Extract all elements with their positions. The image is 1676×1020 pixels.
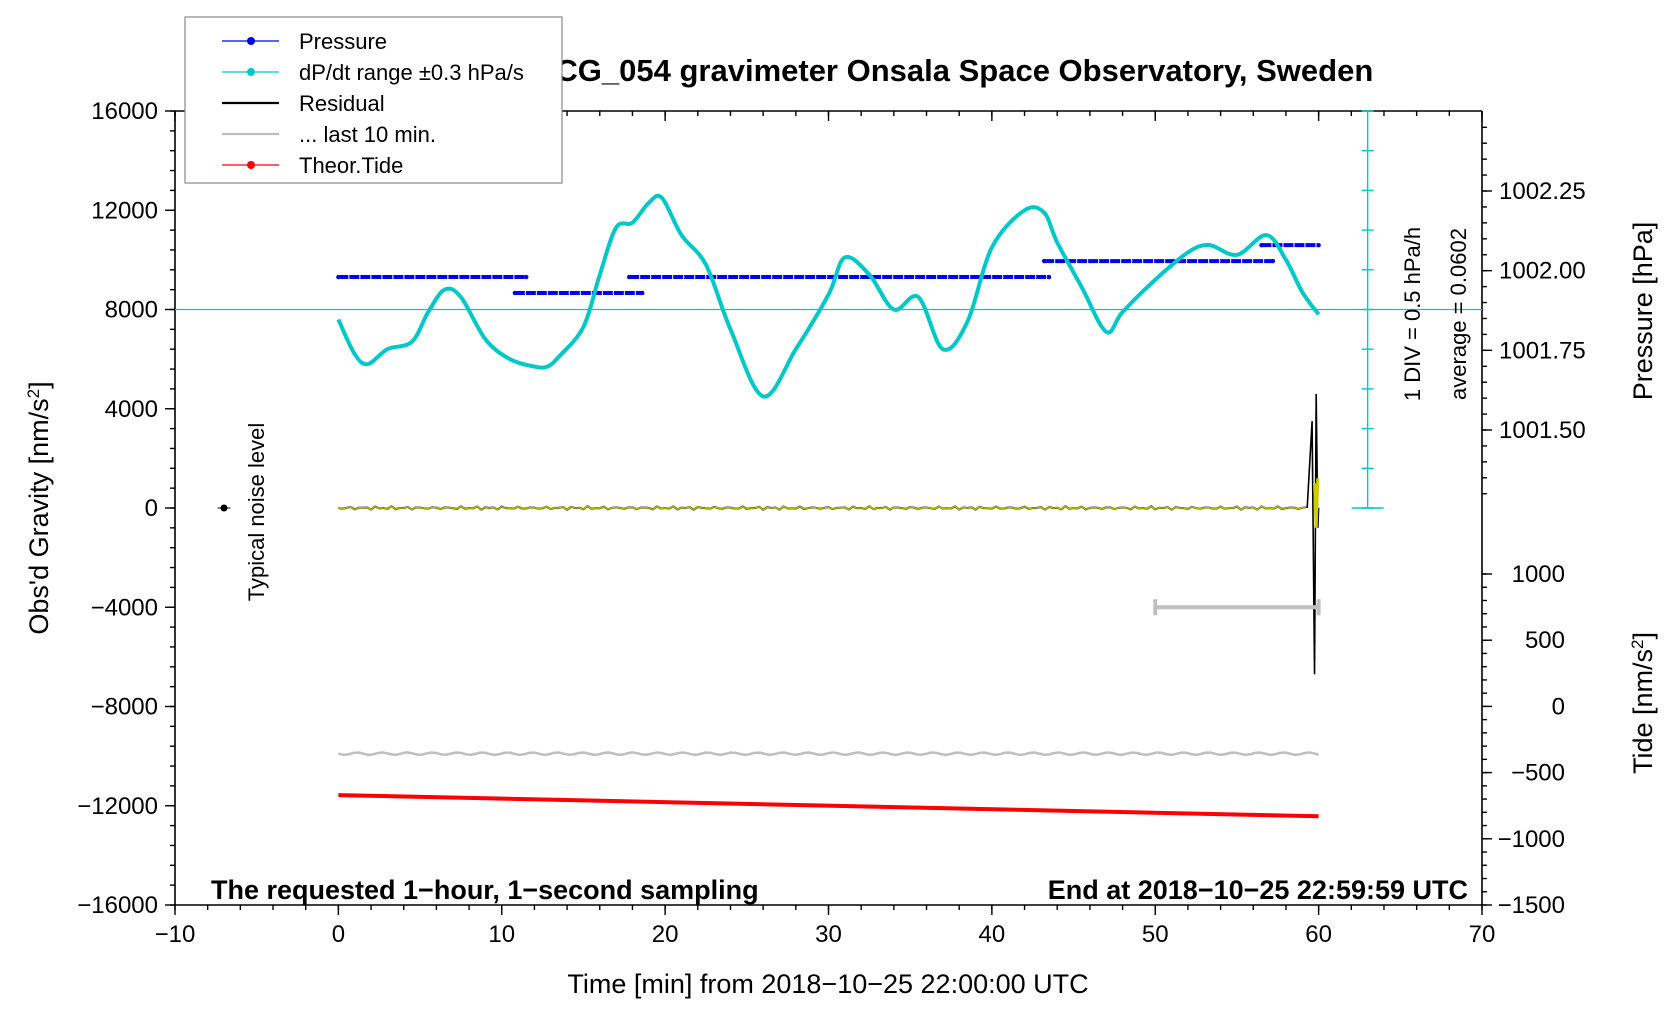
y-left-tick-label: 0 [145,495,158,522]
average-note: average = 0.0602 [1446,228,1471,400]
legend: Pressure dP/dt range ±0.3 hPa/s Residual..… [184,16,563,184]
residual-spike [1306,393,1320,675]
tide-label-end: ] [1628,632,1658,640]
x-tick-label: 10 [488,921,515,948]
y-left-tick-label: 16000 [91,98,158,125]
frame-ticks [170,110,1487,910]
residual-spike-overlay [1313,478,1320,528]
y-left-tick-label: −8000 [91,694,158,721]
residual-overlay-line [338,505,1307,511]
legend-swatch-marker [247,161,255,169]
pressure-point [1259,242,1264,248]
typical-noise-label: Typical noise level [244,423,269,602]
y-left-axis-ticks: 16000 12000 8000 4000 0 −4000 −8000 −12000 −1600… [77,98,175,919]
y-left-axis-label: Obs'd Gravity [nm/s2] [24,381,55,634]
pressure-tick-label: 1002.25 [1499,178,1586,205]
x-tick-label: 0 [332,921,345,948]
x-tick-label: −10 [155,921,196,948]
pressure-point [336,274,341,280]
y-left-tick-label: 8000 [105,297,158,324]
pressure-division-note: 1 DIV = 0.5 hPa/h [1400,227,1425,401]
legend-swatch-marker [247,37,255,45]
tide-axis-ticks: 1000 500 0 −500 −1000 −1500 [1482,561,1565,919]
pressure-tick-label: 1001.50 [1499,417,1586,444]
y-left-label-end: ] [24,381,54,389]
pressure-tick-label: 1002.00 [1499,258,1586,285]
legend-label: dP/dt range ±0.3 hPa/s [299,60,524,85]
y-left-tick-label: 4000 [105,396,158,423]
pressure-tick-label: 1001.75 [1499,337,1586,364]
x-tick-label: 20 [652,921,679,948]
pressure-point [1270,258,1276,264]
pressure-point [1316,242,1321,248]
legend-box [184,16,563,184]
legend-label: Theor.Tide [299,153,403,178]
pressure-point [1041,258,1047,264]
tide-tick-label: 1000 [1512,561,1565,588]
tide-label-sup: 2 [1628,640,1647,649]
pressure-point [640,290,645,296]
x-tick-label: 30 [815,921,842,948]
tide-line [338,793,1319,819]
legend-swatch-marker [247,68,255,76]
legend-items: Pressure dP/dt range ±0.3 hPa/s Residual..… [222,29,524,178]
grey-residual-line [338,751,1319,757]
pressure-axis-label: Pressure [hPa] [1628,222,1658,401]
note-end-time: End at 2018−10−25 22:59:59 UTC [1048,875,1468,905]
pressure-point [626,274,632,280]
pressure-point [1046,274,1052,280]
y-left-tick-label: −4000 [91,594,158,621]
y-left-label-main: Obs'd Gravity [nm/s [24,398,54,634]
chart-title: SCG_054 gravimeter Onsala Space Observat… [535,53,1374,88]
y-left-label-sup: 2 [24,389,43,398]
tide-tick-label: −1000 [1498,826,1565,853]
noise-level-marker [220,504,228,512]
tide-tick-label: −500 [1511,760,1565,787]
pressure-point [524,274,529,280]
note-sampling: The requested 1−hour, 1−second sampling [211,875,759,905]
tide-axis-label: Tide [nm/s2] [1628,632,1659,774]
x-tick-label: 60 [1305,921,1332,948]
legend-label: Pressure [299,29,387,54]
pressure-axis-ticks: 1002.25 1002.00 1001.75 1001.50 [1482,178,1586,444]
legend-label: ... last 10 min. [299,122,436,147]
y-left-tick-label: −16000 [77,892,158,919]
x-tick-label: 40 [979,921,1006,948]
x-tick-label: 50 [1142,921,1169,948]
series-layer [175,193,1482,819]
tide-tick-label: 0 [1552,693,1565,720]
tide-tick-label: −1500 [1498,892,1565,919]
y-left-tick-label: −12000 [77,793,158,820]
tide-label-main: Tide [nm/s [1628,649,1658,774]
pressure-point [512,290,518,296]
x-axis-label: Time [min] from 2018−10−25 22:00:00 UTC [567,969,1088,999]
tide-tick-label: 500 [1525,627,1565,654]
x-axis-ticks: −10 0 10 20 30 40 50 60 70 [155,111,1496,948]
legend-label: Residual [299,91,385,116]
dpdt-curve [336,193,1321,399]
y-left-tick-label: 12000 [91,197,158,224]
x-tick-label: 70 [1469,921,1496,948]
